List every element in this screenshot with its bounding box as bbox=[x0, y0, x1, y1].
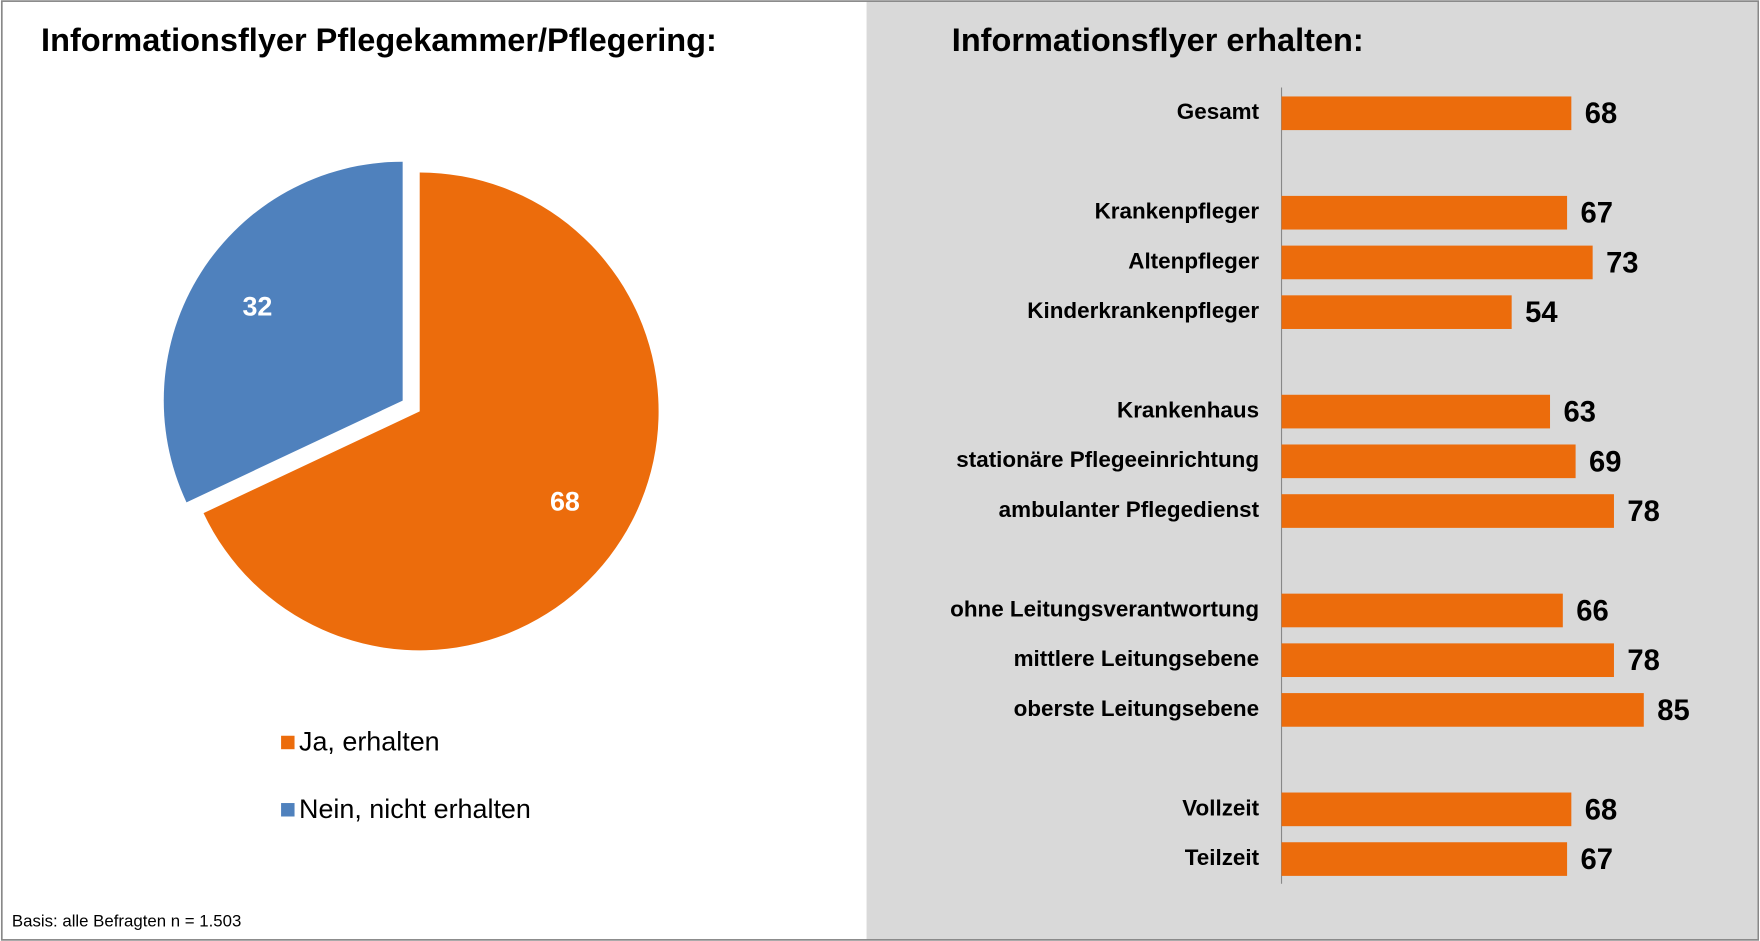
bar bbox=[1281, 842, 1568, 876]
pie-slice bbox=[203, 172, 659, 651]
bar bbox=[1281, 295, 1512, 329]
bar bbox=[1281, 792, 1572, 827]
footnote: Basis: alle Befragten n = 1.503 bbox=[12, 911, 241, 930]
category-label: ambulanter Pflegedienst bbox=[999, 497, 1260, 522]
value-label: 66 bbox=[1576, 595, 1608, 627]
category-label: Krankenpfleger bbox=[1095, 199, 1260, 224]
category-label: mittlere Leitungsebene bbox=[1014, 646, 1259, 671]
bar bbox=[1281, 444, 1576, 479]
bar bbox=[1281, 593, 1563, 628]
value-label: 78 bbox=[1627, 645, 1659, 677]
legend-swatch bbox=[281, 735, 295, 750]
bar bbox=[1281, 693, 1644, 727]
category-label: Gesamt bbox=[1177, 99, 1260, 124]
category-label: Altenpfleger bbox=[1128, 248, 1259, 273]
value-label: 67 bbox=[1581, 198, 1613, 230]
pie-slice bbox=[163, 161, 403, 503]
value-label: 67 bbox=[1581, 844, 1613, 876]
bar bbox=[1281, 245, 1593, 280]
category-label: ohne Leitungsverantwortung bbox=[950, 596, 1259, 621]
bar bbox=[1281, 195, 1568, 230]
value-label: 78 bbox=[1627, 496, 1659, 528]
value-label: 68 bbox=[1585, 794, 1617, 826]
category-label: Krankenhaus bbox=[1117, 398, 1259, 423]
bar bbox=[1281, 643, 1614, 678]
category-label: Kinderkrankenpfleger bbox=[1027, 298, 1259, 323]
bar-title: Informationsflyer erhalten: bbox=[952, 22, 1364, 58]
legend-swatch bbox=[281, 803, 295, 817]
category-label: Teilzeit bbox=[1185, 845, 1260, 870]
value-label: 69 bbox=[1589, 446, 1621, 478]
value-label: 73 bbox=[1606, 247, 1638, 279]
bar bbox=[1281, 394, 1551, 429]
category-label: stationäre Pflegeeinrichtung bbox=[956, 447, 1259, 472]
value-label: 54 bbox=[1525, 297, 1558, 329]
value-label: 68 bbox=[1585, 98, 1617, 130]
value-label: 85 bbox=[1657, 695, 1689, 727]
category-label: Vollzeit bbox=[1182, 795, 1259, 820]
pie-title: Informationsflyer Pflegekammer/Pflegerin… bbox=[41, 22, 717, 58]
legend-label: Nein, nicht erhalten bbox=[299, 794, 531, 824]
slice-label: 68 bbox=[550, 487, 580, 517]
legend-label: Ja, erhalten bbox=[299, 727, 440, 757]
bar bbox=[1281, 96, 1572, 131]
value-label: 63 bbox=[1563, 397, 1595, 429]
bar bbox=[1281, 494, 1614, 528]
category-label: oberste Leitungsebene bbox=[1014, 696, 1259, 721]
slice-label: 32 bbox=[242, 292, 272, 322]
